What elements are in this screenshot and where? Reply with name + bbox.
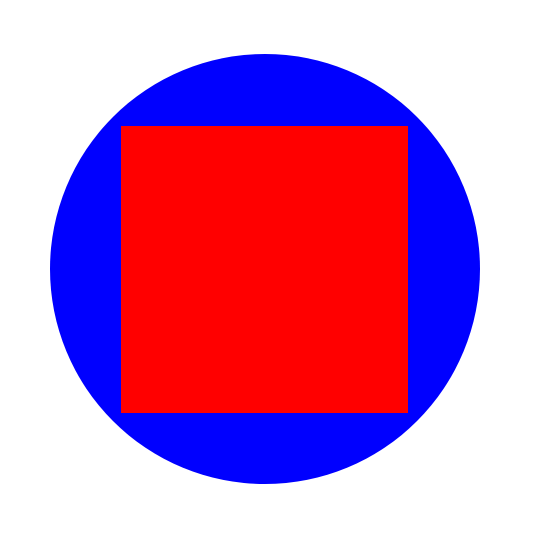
red-square	[121, 126, 408, 413]
